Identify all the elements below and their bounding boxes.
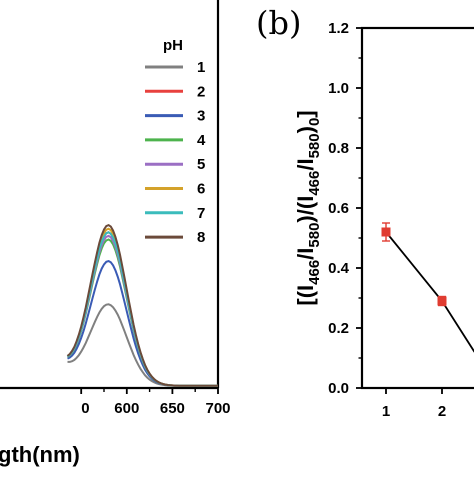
legend-label-ph-6: 6 [197, 181, 205, 198]
legend-label-ph-4: 4 [197, 132, 206, 149]
x-tick-label-a: 600 [114, 400, 139, 417]
x-tick-label-a: 0 [81, 400, 89, 417]
y-title-subscript: 466 [306, 171, 323, 196]
y-tick-label-b: 0.4 [328, 260, 350, 277]
y-axis-title-b: [(I466/I580)/(I466/I580)0] [293, 110, 323, 305]
x-tick-label-b: 2 [438, 403, 446, 420]
y-title-segment: ) [293, 126, 318, 133]
legend-label-ph-3: 3 [197, 108, 205, 125]
panel-a: 0 600 650 700 gth(nm) pH 1 2 3 4 5 6 7 8 [0, 0, 231, 467]
data-point-ph-1 [381, 227, 391, 237]
y-tick-label-b: 1.2 [328, 20, 349, 37]
y-tick-label-b: 0.0 [328, 380, 349, 397]
series-line-ph-3 [67, 260, 218, 387]
series-line-ph-8 [66, 223, 218, 387]
legend-label-ph-8: 8 [197, 229, 205, 246]
y-title-subscript: 0 [306, 118, 323, 126]
y-title-segment: ] [293, 110, 318, 117]
y-title-segment: /I [293, 248, 318, 260]
legend-label-ph-2: 2 [197, 83, 205, 100]
panel-b: 0.00.20.40.60.81.01.21 2(b)[(I466/I580)/(… [256, 4, 474, 420]
y-tick-label-b: 0.6 [328, 200, 349, 217]
y-title-segment: /I [293, 158, 318, 170]
fit-line-b [385, 231, 474, 353]
panel-label-b: (b) [256, 4, 301, 42]
plot-frame-b [360, 26, 474, 390]
y-title-subscript: 580 [306, 223, 323, 248]
x-axis-title-a: gth(nm) [0, 442, 80, 467]
legend-label-ph-1: 1 [197, 59, 205, 76]
y-tick-label-b: 1.0 [328, 80, 349, 97]
y-tick-label-b: 0.8 [328, 140, 349, 157]
series-line-ph-4 [66, 238, 218, 387]
legend-label-ph-7: 7 [197, 205, 205, 222]
x-tick-label-b: 1 [382, 403, 390, 420]
legend-label-ph-5: 5 [197, 156, 205, 173]
y-title-segment: )/(I [293, 196, 318, 223]
data-point-ph-2 [437, 296, 447, 306]
y-title-subscript: 466 [306, 260, 323, 285]
y-title-segment: [(I [293, 285, 318, 306]
legend-title: pH [163, 37, 183, 54]
series-line-ph-1 [67, 303, 218, 387]
y-tick-label-b: 0.2 [328, 320, 349, 337]
y-title-subscript: 580 [306, 133, 323, 158]
x-tick-label-a: 700 [205, 400, 230, 417]
x-tick-label-a: 650 [160, 400, 185, 417]
